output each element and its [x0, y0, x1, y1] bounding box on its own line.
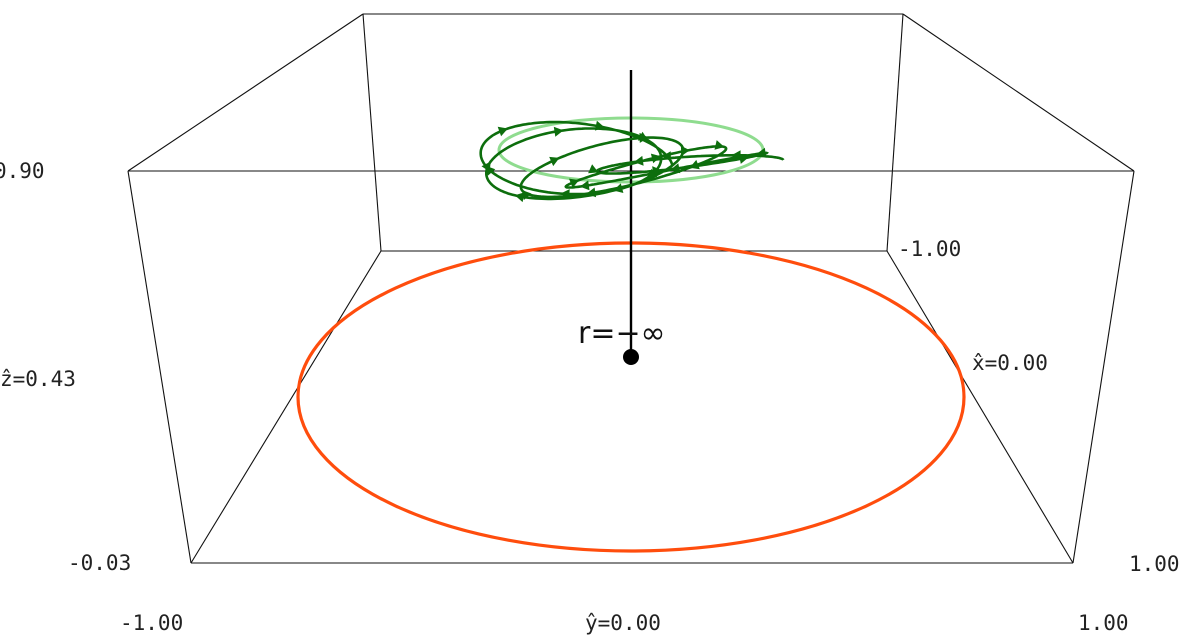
orbit-arrow: [497, 126, 508, 137]
orbit-arrow: [714, 140, 725, 150]
y-tick-right: 1.00: [1078, 611, 1129, 635]
x-axis-label: x̂=0.00: [972, 351, 1048, 375]
x-tick-front: 1.00: [1129, 552, 1180, 576]
orbit-arrow: [731, 150, 741, 161]
orbit-arrow: [634, 155, 644, 166]
orbit-arrow: [549, 156, 560, 167]
orbit-arrow: [588, 164, 599, 174]
box-edge-floor-right: [886, 250, 1074, 564]
orbit-arrow: [662, 151, 671, 162]
box-edge-front-right: [1072, 170, 1135, 564]
orbit-arrow: [586, 187, 597, 198]
y-tick-left: -1.00: [120, 611, 183, 635]
orbit-arrow: [594, 120, 605, 131]
orbit-arrow: [689, 159, 700, 170]
orbit-arrow: [579, 180, 590, 191]
box-edge-front-left: [127, 170, 192, 564]
orbit-arrow: [613, 183, 624, 193]
box-edge-top-right: [902, 13, 1135, 172]
y-axis-label: ŷ=0.00: [585, 611, 661, 635]
orbit-arrow: [680, 145, 690, 157]
origin-point: [623, 349, 639, 365]
z-tick-top: 0.90: [0, 159, 45, 183]
orbit-arrow: [485, 165, 496, 176]
box-edge-top-left: [127, 13, 364, 172]
orbit-arrow: [738, 154, 749, 164]
orbit-arrow: [650, 153, 661, 164]
box-edge-back-left: [362, 13, 382, 252]
orbit-arrow: [553, 126, 564, 137]
x-tick-back: -1.00: [898, 237, 961, 261]
orbit-arrow: [560, 189, 570, 200]
orbit-trajectory: [479, 120, 785, 203]
box-edge-floor-left: [190, 250, 382, 564]
box-edge-back-right: [886, 13, 904, 252]
orbit-arrow: [670, 163, 681, 174]
orbit-arrow: [569, 178, 580, 188]
orbit-arrow: [647, 168, 658, 178]
z-axis-label: ẑ=0.43: [0, 367, 76, 391]
radius-label: r=−∞: [578, 316, 666, 351]
orbit-arrow: [514, 192, 525, 203]
z-tick-bottom: -0.03: [68, 551, 131, 575]
orbit-arrow: [756, 147, 767, 158]
orbit-arrow: [637, 131, 649, 141]
